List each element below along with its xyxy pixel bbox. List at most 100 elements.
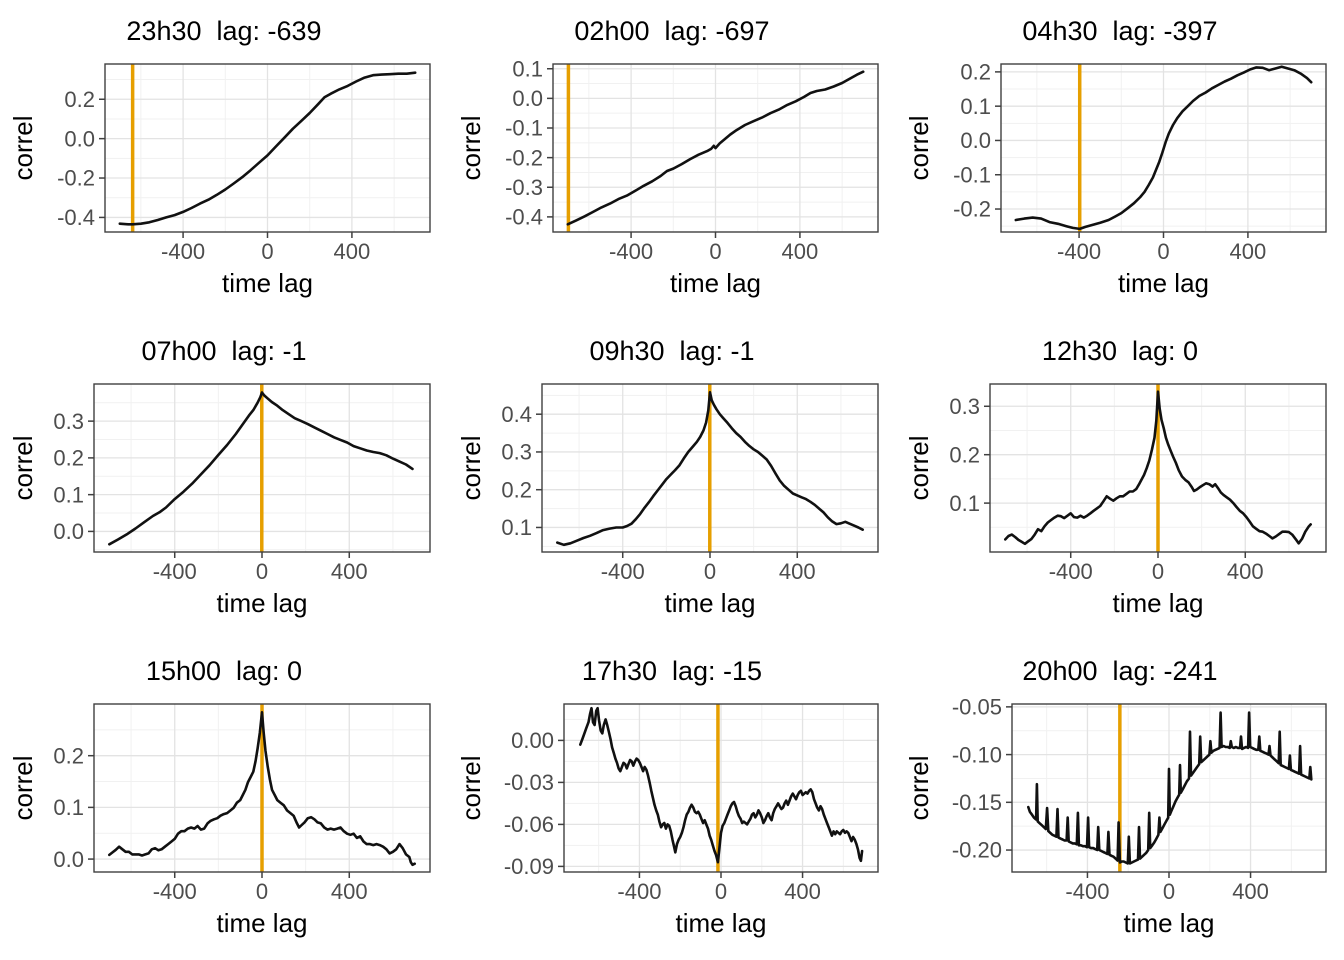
y-tick-label: -0.1 bbox=[505, 116, 543, 141]
x-tick-label: 400 bbox=[784, 879, 821, 904]
x-tick-label: 400 bbox=[782, 239, 819, 264]
y-tick-label: 0.0 bbox=[64, 126, 95, 151]
y-tick-label: 0.2 bbox=[501, 477, 532, 502]
x-tick-label: 0 bbox=[704, 559, 716, 584]
y-tick-label: 0.2 bbox=[53, 743, 84, 768]
y-tick-label: -0.3 bbox=[505, 175, 543, 200]
x-tick-label: -400 bbox=[617, 879, 661, 904]
y-tick-label: -0.2 bbox=[505, 145, 543, 170]
y-tick-label: 0.0 bbox=[512, 86, 543, 111]
x-axis-title: time lag bbox=[1118, 268, 1209, 298]
y-tick-label: 0.1 bbox=[960, 94, 991, 119]
x-tick-label: 0 bbox=[1163, 879, 1175, 904]
panel-title: 12h30 lag: 0 bbox=[1042, 336, 1198, 366]
y-axis-title: correl bbox=[8, 115, 38, 180]
y-tick-label: 0.3 bbox=[949, 394, 980, 419]
panel-23h30: -400 0 400 0.2 0.0 -0.2 -0.4 time lag correl 23h3… bbox=[0, 0, 448, 320]
correlation-curve bbox=[566, 70, 865, 226]
x-tick-label: -400 bbox=[153, 879, 197, 904]
x-axis-title: time lag bbox=[216, 588, 307, 618]
x-axis-title: time lag bbox=[664, 588, 755, 618]
panel-02h00: -400 0 400 0.1 0.0 -0.1 -0.2 -0.3 -0.4 time lag co… bbox=[448, 0, 896, 320]
panel-svg-12h30: -400 0 400 0.3 0.2 0.1 time lag correl 12h30 lag… bbox=[904, 336, 1327, 618]
y-tick-label: -0.4 bbox=[57, 205, 95, 230]
y-tick-label: 0.1 bbox=[949, 491, 980, 516]
y-tick-label: 0.00 bbox=[511, 728, 554, 753]
x-tick-label: 400 bbox=[331, 559, 368, 584]
x-tick-label: -400 bbox=[609, 239, 653, 264]
y-tick-label: 0.1 bbox=[501, 515, 532, 540]
x-tick-label: 400 bbox=[1227, 559, 1264, 584]
y-tick-label: 0.2 bbox=[53, 446, 84, 471]
correlation-curve bbox=[556, 391, 864, 547]
correlation-curve bbox=[1027, 711, 1313, 865]
y-axis-title: correl bbox=[456, 115, 486, 180]
y-tick-label: -0.2 bbox=[953, 197, 991, 222]
y-tick-label: -0.03 bbox=[504, 770, 554, 795]
x-axis-title: time lag bbox=[1123, 908, 1214, 938]
y-axis-title: correl bbox=[904, 435, 934, 500]
correlation-curve bbox=[579, 706, 864, 864]
x-axis-title: time lag bbox=[216, 908, 307, 938]
y-axis-title: correl bbox=[8, 755, 38, 820]
panel-09h30: -400 0 400 0.4 0.3 0.2 0.1 time lag correl 09h30 … bbox=[448, 320, 896, 640]
panel-title: 15h00 lag: 0 bbox=[146, 656, 302, 686]
panel-title: 02h00 lag: -697 bbox=[574, 16, 769, 46]
y-tick-label: -0.09 bbox=[504, 854, 554, 879]
x-tick-label: 400 bbox=[779, 559, 816, 584]
x-tick-label: 0 bbox=[261, 239, 273, 264]
y-tick-label: 0.2 bbox=[949, 442, 980, 467]
y-axis-title: correl bbox=[456, 755, 486, 820]
correlation-curve bbox=[118, 71, 417, 226]
y-tick-label: -0.05 bbox=[952, 695, 1002, 720]
y-tick-label: -0.15 bbox=[952, 790, 1002, 815]
x-tick-label: -400 bbox=[1049, 559, 1093, 584]
x-tick-label: 0 bbox=[256, 559, 268, 584]
x-tick-label: -400 bbox=[1065, 879, 1109, 904]
panel-04h30: -400 0 400 0.2 0.1 0.0 -0.1 -0.2 time lag correl 0… bbox=[896, 0, 1344, 320]
x-axis-title: time lag bbox=[670, 268, 761, 298]
panel-20h00: -400 0 400 -0.05 -0.10 -0.15 -0.20 time lag corr… bbox=[896, 640, 1344, 960]
correlation-curve bbox=[1014, 65, 1313, 231]
panel-title: 09h30 lag: -1 bbox=[589, 336, 754, 366]
y-tick-label: -0.2 bbox=[57, 166, 95, 191]
panel-title: 23h30 lag: -639 bbox=[126, 16, 321, 46]
y-tick-label: 0.1 bbox=[512, 56, 543, 81]
y-tick-label: 0.2 bbox=[64, 87, 95, 112]
correlation-curve bbox=[108, 711, 416, 867]
x-tick-label: 400 bbox=[331, 879, 368, 904]
x-tick-label: 0 bbox=[1152, 559, 1164, 584]
y-tick-label: -0.06 bbox=[504, 812, 554, 837]
y-tick-label: 0.4 bbox=[501, 402, 532, 427]
x-tick-label: 0 bbox=[709, 239, 721, 264]
y-tick-label: 0.3 bbox=[501, 440, 532, 465]
y-tick-label: 0.0 bbox=[53, 847, 84, 872]
x-tick-label: -400 bbox=[161, 239, 205, 264]
panel-svg-02h00: -400 0 400 0.1 0.0 -0.1 -0.2 -0.3 -0.4 time lag co… bbox=[456, 16, 879, 298]
y-tick-label: 0.2 bbox=[960, 60, 991, 85]
y-axis-title: correl bbox=[904, 755, 934, 820]
panel-svg-09h30: -400 0 400 0.4 0.3 0.2 0.1 time lag correl 09h30 … bbox=[456, 336, 879, 618]
x-tick-label: 0 bbox=[1157, 239, 1169, 264]
panel-title: 07h00 lag: -1 bbox=[141, 336, 306, 366]
y-tick-label: -0.10 bbox=[952, 742, 1002, 767]
panel-17h30: -400 0 400 0.00 -0.03 -0.06 -0.09 time lag corre… bbox=[448, 640, 896, 960]
y-tick-label: -0.1 bbox=[953, 162, 991, 187]
x-axis-title: time lag bbox=[675, 908, 766, 938]
panel-svg-20h00: -400 0 400 -0.05 -0.10 -0.15 -0.20 time lag corr… bbox=[904, 656, 1327, 938]
y-tick-label: -0.20 bbox=[952, 838, 1002, 863]
x-tick-label: -400 bbox=[601, 559, 645, 584]
panel-07h00: -400 0 400 0.3 0.2 0.1 0.0 time lag correl 07h00 … bbox=[0, 320, 448, 640]
y-axis-title: correl bbox=[904, 115, 934, 180]
x-axis-title: time lag bbox=[222, 268, 313, 298]
x-axis-title: time lag bbox=[1112, 588, 1203, 618]
panel-svg-17h30: -400 0 400 0.00 -0.03 -0.06 -0.09 time lag corre… bbox=[456, 656, 879, 938]
panel-title: 17h30 lag: -15 bbox=[582, 656, 762, 686]
panel-svg-04h30: -400 0 400 0.2 0.1 0.0 -0.1 -0.2 time lag correl 0… bbox=[904, 16, 1327, 298]
x-tick-label: 0 bbox=[256, 879, 268, 904]
x-tick-label: -400 bbox=[1057, 239, 1101, 264]
x-tick-label: 400 bbox=[334, 239, 371, 264]
y-tick-label: 0.0 bbox=[53, 519, 84, 544]
y-axis-title: correl bbox=[8, 435, 38, 500]
